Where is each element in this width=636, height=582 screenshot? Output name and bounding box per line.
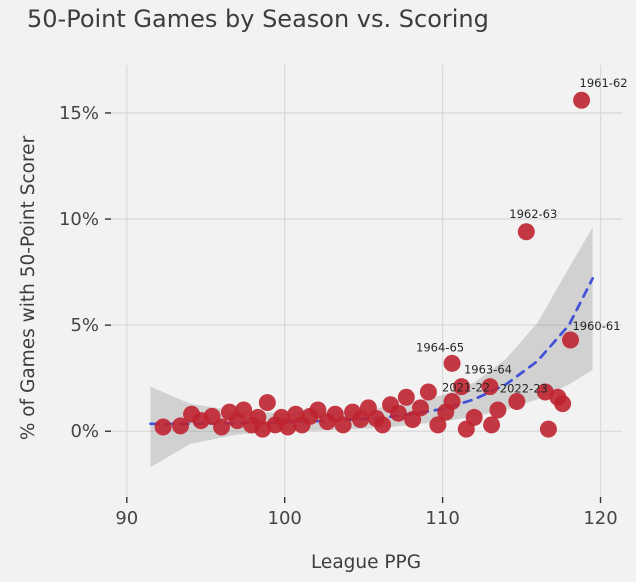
x-axis-tick-label: 90 [115, 508, 138, 529]
data-point [508, 393, 526, 411]
confidence-band-layer [150, 227, 593, 468]
x-axis-tick-label: 110 [425, 508, 459, 529]
y-axis-tick-label: 15% [59, 103, 99, 124]
data-point [489, 401, 507, 419]
data-point [258, 394, 276, 412]
data-point [429, 416, 447, 434]
data-point [309, 401, 327, 419]
data-point [419, 383, 437, 401]
x-axis-tick-label: 120 [583, 508, 617, 529]
axes-layer: 90 100 110 120 0% 5% 10% 15% [59, 103, 618, 529]
point-label: 1961-62 [580, 76, 628, 90]
point-label: 1964-65 [416, 340, 464, 354]
data-point [465, 408, 483, 426]
data-points-layer [154, 91, 591, 438]
point-label: 2022-23 [500, 382, 548, 396]
point-label: 1962-63 [509, 207, 557, 221]
data-point [171, 417, 189, 435]
data-point [517, 223, 535, 241]
grid-layer [111, 65, 622, 497]
data-point [389, 404, 407, 422]
data-point [374, 416, 392, 434]
x-axis-tick-label: 100 [268, 508, 302, 529]
data-point [412, 399, 430, 417]
data-point [397, 388, 415, 406]
chart-title: 50-Point Games by Season vs. Scoring [27, 5, 489, 33]
data-point [279, 418, 297, 436]
data-point [481, 378, 499, 396]
y-axis-title: % of Games with 50-Point Scorer [18, 135, 39, 440]
y-axis-tick-label: 0% [70, 421, 99, 442]
x-axis-title: League PPG [311, 552, 421, 573]
data-point [453, 378, 471, 396]
y-axis-tick-label: 10% [59, 209, 99, 230]
point-label: 1960-61 [572, 319, 620, 333]
data-point [562, 331, 580, 349]
data-point [554, 395, 572, 413]
data-point [213, 418, 231, 436]
point-label: 2021-22 [442, 381, 490, 395]
data-point [539, 420, 557, 438]
confidence-band [150, 227, 593, 468]
data-point [443, 393, 461, 411]
point-label: 1963-64 [464, 363, 512, 377]
data-point [154, 418, 172, 436]
data-point [235, 401, 253, 419]
y-axis-tick-label: 5% [70, 315, 99, 336]
data-point [443, 354, 461, 372]
data-point [334, 416, 352, 434]
data-point [573, 91, 591, 109]
data-point [483, 416, 501, 434]
